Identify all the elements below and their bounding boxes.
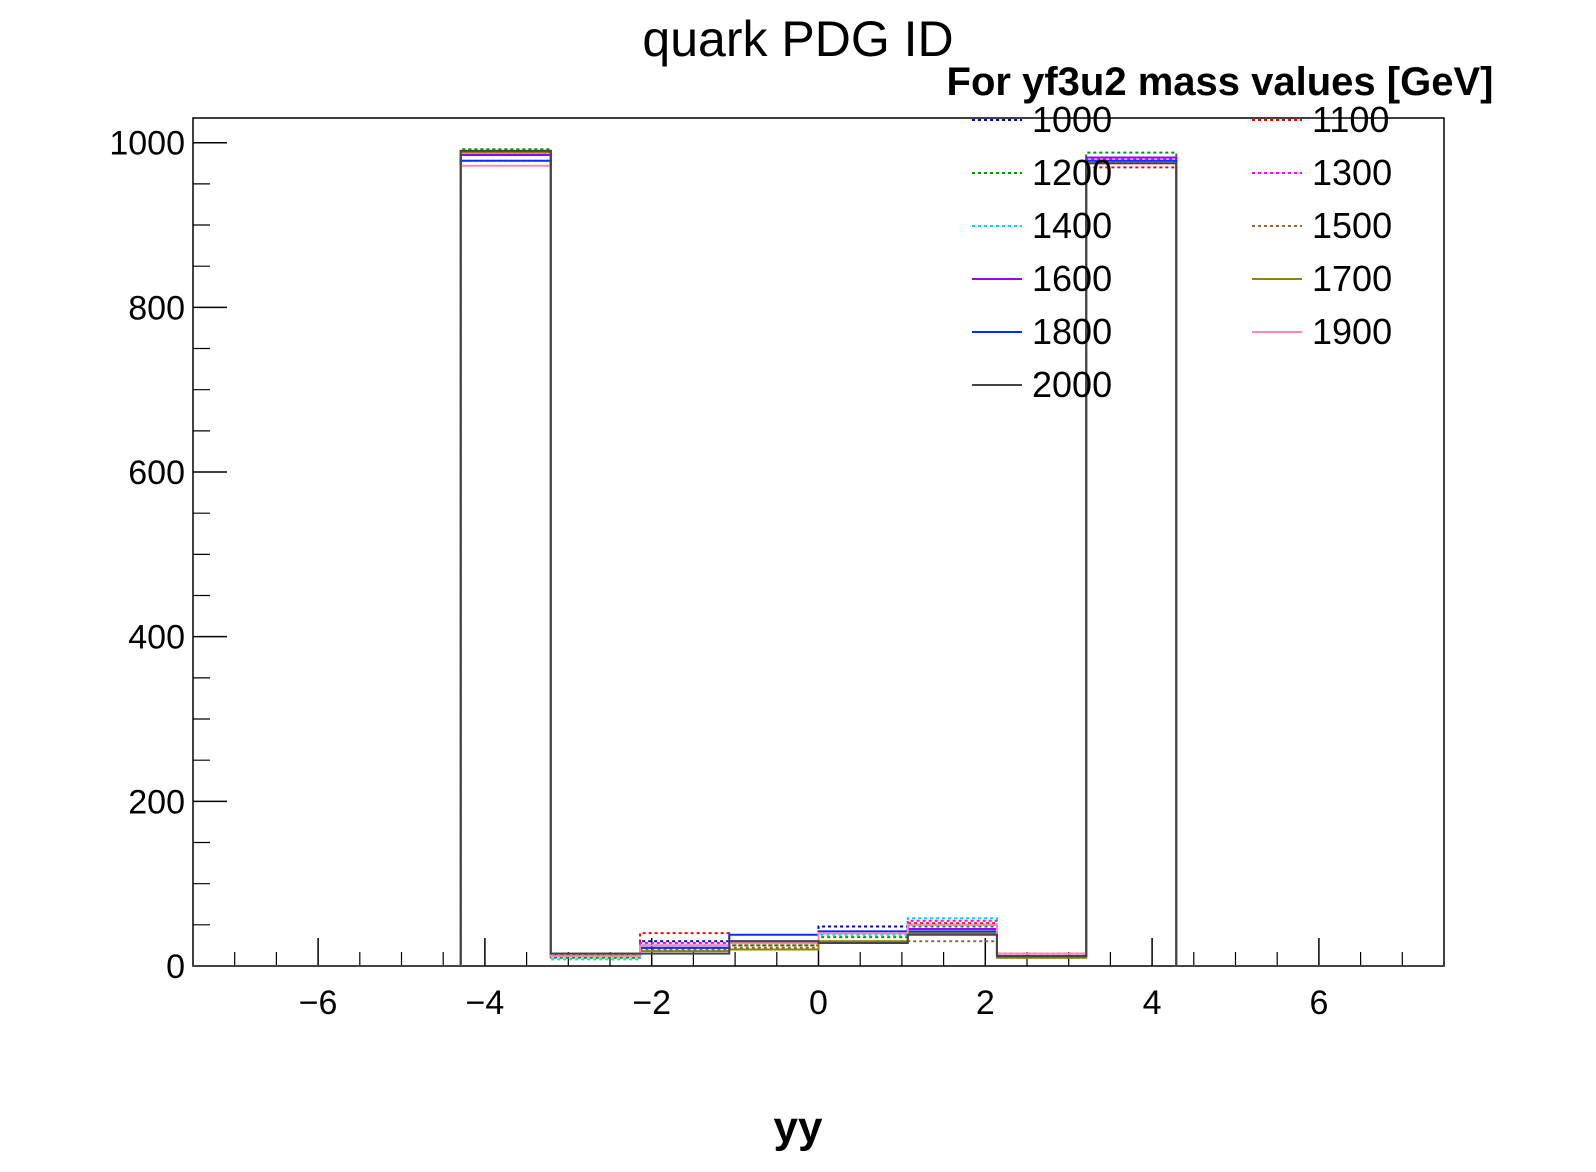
legend: For yf3u2 mass values [GeV] 1000 1100 1200… (947, 60, 1494, 405)
y-tick-label: 1000 (109, 125, 185, 163)
histogram-series-1700 (193, 151, 1444, 967)
x-tick-label: 2 (976, 984, 995, 1022)
x-tick-label: −4 (466, 984, 505, 1022)
x-axis-label: yy (774, 1103, 823, 1152)
legend-label-1300: 1300 (1312, 152, 1392, 193)
y-axis-ticks: 0 200 400 600 800 1000 (109, 125, 227, 986)
histogram-series-1600 (193, 154, 1444, 967)
chart-title: quark PDG ID (642, 11, 953, 67)
legend-label-1200: 1200 (1032, 152, 1112, 193)
x-tick-label: 0 (809, 984, 828, 1022)
legend-label-1500: 1500 (1312, 205, 1392, 246)
x-tick-label: −2 (632, 984, 671, 1022)
legend-label-1100: 1100 (1312, 99, 1389, 140)
legend-title: For yf3u2 mass values [GeV] (947, 60, 1494, 104)
legend-label-1000: 1000 (1032, 99, 1112, 140)
histogram-series (193, 148, 1444, 967)
plot-frame (192, 117, 1445, 967)
y-tick-label: 600 (128, 454, 185, 492)
histogram-series-1100 (193, 149, 1444, 967)
y-tick-label: 200 (128, 783, 185, 821)
x-tick-label: 6 (1309, 984, 1328, 1022)
legend-items: 1000 1100 1200 1300 1400 1500 1600 1700 1800 1900… (972, 99, 1392, 405)
y-tick-label: 0 (166, 948, 185, 986)
legend-label-1900: 1900 (1312, 311, 1392, 352)
histogram-series-2000 (193, 149, 1444, 967)
histogram-series-1200 (193, 148, 1444, 967)
legend-label-1800: 1800 (1032, 311, 1112, 352)
histogram-series-1000 (193, 154, 1444, 967)
x-axis-ticks: −6 −4 −2 0 2 4 6 (234, 938, 1403, 1022)
y-tick-label: 400 (128, 619, 185, 657)
x-tick-label: −6 (299, 984, 338, 1022)
legend-label-1600: 1600 (1032, 258, 1112, 299)
legend-label-1400: 1400 (1032, 205, 1112, 246)
histogram-series-1900 (193, 162, 1444, 967)
y-tick-label: 800 (128, 289, 185, 327)
x-tick-label: 4 (1143, 984, 1162, 1022)
histogram-series-1800 (193, 159, 1444, 967)
legend-label-1700: 1700 (1312, 258, 1392, 299)
legend-label-2000: 2000 (1032, 364, 1112, 405)
histogram-series-1500 (193, 149, 1444, 967)
histogram-series-1300 (193, 151, 1444, 967)
